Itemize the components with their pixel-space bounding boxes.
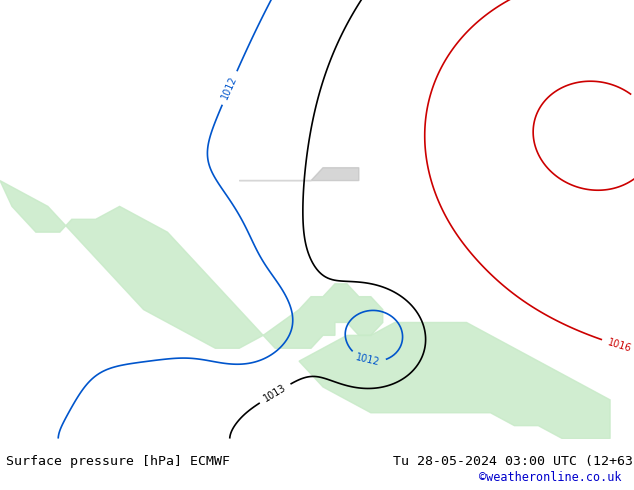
Text: Surface pressure [hPa] ECMWF: Surface pressure [hPa] ECMWF	[6, 455, 230, 468]
Text: 1013: 1013	[262, 383, 288, 404]
Text: 1012: 1012	[220, 74, 239, 101]
Polygon shape	[239, 168, 359, 181]
Polygon shape	[0, 181, 383, 348]
Text: 1012: 1012	[355, 352, 381, 368]
Polygon shape	[299, 322, 610, 439]
Text: ©weatheronline.co.uk: ©weatheronline.co.uk	[479, 471, 621, 484]
Text: Tu 28-05-2024 03:00 UTC (12+63): Tu 28-05-2024 03:00 UTC (12+63)	[393, 455, 634, 468]
Text: 1020: 1020	[632, 95, 634, 119]
Text: 1016: 1016	[606, 337, 632, 354]
